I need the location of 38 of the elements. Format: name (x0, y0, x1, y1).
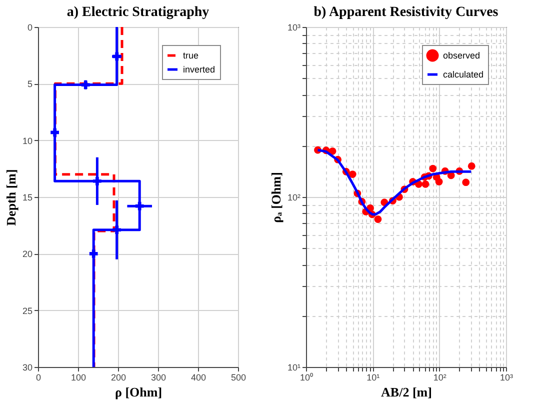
x-tick-label: 400 (190, 372, 206, 382)
chart-title: b) Apparent Resistivity Curves (314, 5, 499, 20)
y-tick-label: 0 (27, 22, 32, 32)
x-tick-label: 100 (70, 372, 86, 382)
x-tick-label: 200 (110, 372, 126, 382)
line-series (54, 27, 141, 367)
point (112, 226, 121, 234)
y-tick-label: 10¹ (287, 362, 300, 372)
x-tick-label: 10¹ (366, 372, 380, 382)
point (50, 128, 59, 137)
y-tick-label: 30 (22, 362, 32, 372)
x-tick-label: 300 (150, 372, 166, 382)
legend-label: true (183, 50, 199, 60)
y-tick-label: 20 (22, 249, 32, 260)
point (135, 202, 144, 210)
y-tick-label: 10 (22, 136, 32, 146)
y-tick-label: 15 (22, 192, 32, 202)
point (112, 52, 121, 61)
point (89, 249, 98, 258)
y-tick-label: 5 (27, 79, 32, 90)
point (93, 176, 102, 186)
y-axis-title: Depth [m] (3, 169, 18, 226)
y-tick-label: 10³ (287, 22, 300, 32)
y-tick-label: 25 (22, 306, 32, 316)
line-series (54, 27, 124, 367)
x-tick-label: 10³ (500, 372, 514, 382)
x-tick-label: 10⁰ (300, 372, 314, 382)
legend-label: calculated (443, 70, 484, 80)
legend-label: observed (443, 50, 480, 60)
y-axis-title: ρₐ [Ohm] (268, 172, 284, 223)
x-tick-label: 0 (36, 372, 42, 382)
y-tick-label: 10² (287, 192, 300, 202)
chart-title: a) Electric Stratigraphy (66, 5, 210, 20)
legend-label: inverted (183, 64, 216, 74)
x-axis-title: ρ [Ohm] (114, 384, 162, 400)
x-tick-label: 500 (230, 372, 246, 382)
x-tick-label: 10² (433, 372, 446, 382)
x-axis-title: AB/2 [m] (381, 384, 432, 400)
